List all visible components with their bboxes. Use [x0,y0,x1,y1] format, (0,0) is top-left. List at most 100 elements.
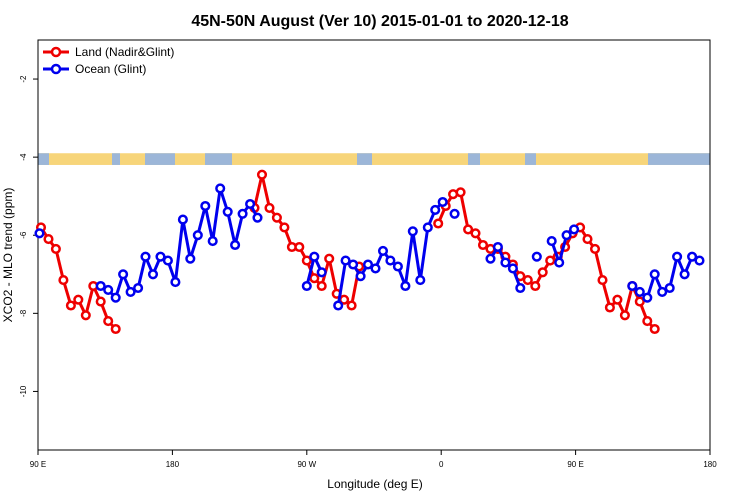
data-point [415,275,426,286]
data-point [133,282,144,294]
data-point [561,230,572,241]
data-point [437,196,448,208]
data-point [500,257,511,268]
data-point [664,282,675,294]
data-point [110,323,121,335]
data-point [582,234,593,245]
legend-item-land: Land (Nadir&Glint) [43,45,174,59]
data-point [589,243,601,254]
data-point [694,255,705,266]
band-ocean-4 [357,153,372,165]
data-point [634,296,645,307]
data-point [422,222,433,233]
y-axis-label: XCO2 - MLO trend (ppm) [1,188,15,323]
data-point [569,224,580,235]
data-point [346,300,357,311]
data-point [155,251,166,262]
data-point [58,275,69,286]
data-point [252,212,263,223]
data-point [309,251,320,262]
x-tick-label-3: 0 [439,460,444,469]
data-point [215,183,226,194]
legend-land-marker [50,46,62,58]
data-point [407,226,418,237]
data-point [245,198,256,210]
data-point [463,224,474,235]
x-axis-label: Longitude (deg E) [327,477,422,491]
plot-area: 90 E 180 90 W 0 90 E 180 -2 -4 -6 -8 -10 [19,39,717,469]
legend-item-ocean: Ocean (Glint) [43,62,146,76]
data-point [207,236,218,247]
x-tick-label-0: 90 E [30,460,46,469]
data-point [264,202,275,213]
data-point [430,204,441,215]
data-point [537,267,548,278]
data-point [95,280,106,292]
data-point [657,286,668,297]
data-point [279,222,290,233]
data-point [522,275,533,286]
data-point [95,296,106,307]
band-ocean-1 [112,153,120,165]
data-point [140,251,151,262]
data-point [103,284,114,295]
y-tick-label-4: -10 [19,385,28,397]
band-ocean-2 [145,153,175,165]
data-point [634,286,645,297]
y-tick-label-2: -6 [19,231,28,239]
data-point [333,300,344,311]
data-point [316,280,327,292]
band-ocean-6 [525,153,536,165]
data-point [200,200,211,212]
data-point [301,255,312,266]
land-ocean-band [38,153,710,165]
x-tick-label-1: 180 [166,460,180,469]
data-point [449,208,460,219]
data-point [554,257,565,268]
data-point [110,292,121,303]
data-point [162,255,173,266]
data-point [642,292,653,303]
band-ocean-3 [205,153,232,165]
band-ocean-5 [468,153,480,165]
data-point [477,239,489,251]
data-point [324,253,335,264]
data-point [294,241,305,253]
data-point [455,187,466,198]
y-tick-label-1: -4 [19,153,28,161]
y-tick-label-3: -8 [19,309,28,317]
data-point [597,275,608,286]
y-tick-label-0: -2 [19,75,28,83]
data-point [392,261,403,272]
data-point [545,255,556,266]
data-point [147,269,159,280]
data-point [237,208,248,219]
data-point [492,241,503,253]
data-point [103,316,114,327]
series-line-1-1 [100,186,259,300]
data-point [515,282,526,294]
data-point [485,253,496,264]
data-point [271,212,282,223]
data-point [43,234,54,245]
data-point [185,253,196,264]
legend-ocean-label: Ocean (Glint) [75,62,146,76]
data-point [530,280,541,292]
data-point [370,263,381,274]
data-point [546,236,557,247]
band-land-base [38,153,710,165]
x-axis: 90 E 180 90 W 0 90 E 180 [30,450,717,469]
y-axis: -2 -4 -6 -8 -10 [19,75,38,397]
data-point [400,280,411,292]
x-tick-label-2: 90 W [297,460,316,469]
data-point [177,214,188,225]
data-point [433,218,444,229]
legend-land-label: Land (Nadir&Glint) [75,45,174,59]
data-point [309,273,320,284]
legend-ocean-marker [50,63,62,75]
data-point [192,230,203,241]
x-tick-label-4: 90 E [567,460,583,469]
data-point [679,269,690,280]
data-point [348,259,359,270]
